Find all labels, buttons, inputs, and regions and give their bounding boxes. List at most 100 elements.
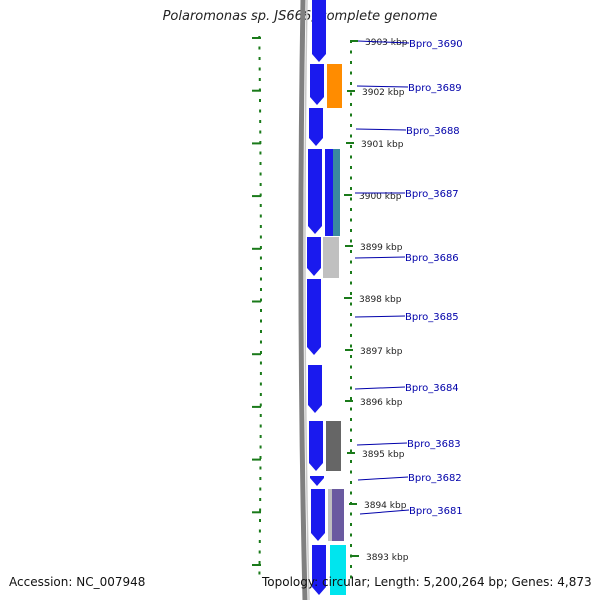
major-tick	[350, 40, 358, 42]
cog-block[interactable]	[327, 64, 342, 108]
minor-tick	[259, 487, 262, 491]
cog-block[interactable]	[323, 237, 339, 278]
minor-tick	[259, 288, 262, 291]
genome-summary: Topology: circular; Length: 5,200,264 bp…	[262, 575, 592, 589]
minor-tick	[350, 113, 352, 117]
gene-label[interactable]: Bpro_3684	[405, 383, 459, 394]
minor-tick	[259, 235, 262, 239]
gene-arrow[interactable]	[309, 421, 323, 471]
major-tick	[252, 458, 261, 461]
major-tick	[346, 142, 354, 144]
minor-tick	[259, 109, 262, 113]
minor-tick	[350, 397, 352, 400]
minor-tick	[350, 302, 352, 306]
major-tick	[252, 353, 261, 356]
minor-tick	[350, 470, 352, 474]
gene-arrow[interactable]	[308, 365, 322, 413]
minor-tick	[259, 172, 262, 176]
minor-tick	[259, 204, 262, 207]
major-tick	[345, 349, 353, 351]
minor-tick	[258, 67, 261, 71]
minor-tick	[259, 246, 262, 249]
minor-tick	[258, 46, 261, 50]
minor-tick	[350, 281, 352, 285]
gene-arrow[interactable]	[310, 476, 324, 486]
minor-tick	[350, 512, 352, 516]
cog-block[interactable]	[328, 489, 332, 541]
minor-tick	[350, 323, 352, 327]
minor-tick	[350, 386, 352, 390]
minor-tick	[350, 491, 352, 495]
minor-tick	[259, 256, 262, 260]
genome-backbone	[298, 0, 310, 600]
minor-tick	[259, 414, 262, 417]
minor-tick	[259, 361, 262, 365]
minor-tick	[259, 151, 262, 155]
minor-tick	[350, 229, 352, 232]
gene-label[interactable]: Bpro_3690	[409, 39, 463, 50]
minor-tick	[350, 176, 352, 180]
major-tick	[344, 297, 352, 299]
gene-arrow[interactable]	[308, 149, 322, 234]
major-tick	[252, 405, 261, 408]
major-tick	[252, 511, 261, 514]
minor-tick	[350, 544, 352, 547]
minor-tick	[350, 155, 352, 159]
minor-tick	[258, 57, 261, 60]
gene-label[interactable]: Bpro_3686	[405, 253, 459, 264]
gene-arrow[interactable]	[310, 64, 324, 105]
gene-label[interactable]: Bpro_3688	[406, 126, 460, 137]
minor-tick	[258, 571, 261, 575]
minor-tick	[260, 309, 262, 312]
scale-label: 3900 kbp	[359, 192, 402, 202]
minor-tick	[350, 82, 352, 85]
gene-arrow[interactable]	[307, 237, 321, 276]
major-tick	[345, 245, 353, 247]
minor-tick	[350, 271, 352, 274]
minor-tick	[259, 214, 262, 218]
minor-tick	[259, 424, 262, 428]
forward-strand-features	[307, 0, 326, 595]
minor-tick	[259, 120, 262, 123]
minor-tick	[259, 477, 262, 480]
gene-label[interactable]: Bpro_3687	[405, 189, 459, 200]
cog-block[interactable]	[333, 149, 340, 236]
cog-block[interactable]	[332, 489, 344, 541]
gene-arrow[interactable]	[312, 545, 326, 595]
gene-label[interactable]: Bpro_3685	[405, 312, 459, 323]
minor-tick	[350, 365, 352, 369]
minor-tick	[259, 456, 262, 459]
minor-tick	[350, 71, 352, 75]
gene-label[interactable]: Bpro_3681	[409, 506, 463, 517]
minor-tick	[259, 330, 262, 333]
major-tick	[252, 300, 261, 303]
cog-block[interactable]	[325, 149, 333, 236]
minor-tick	[350, 344, 352, 348]
gene-arrow[interactable]	[312, 0, 326, 62]
cog-category-features	[323, 64, 346, 595]
major-tick	[344, 194, 352, 196]
minor-tick	[350, 376, 352, 379]
cog-block[interactable]	[330, 545, 346, 595]
minor-tick	[259, 130, 262, 134]
minor-tick	[258, 540, 261, 543]
gene-label[interactable]: Bpro_3683	[407, 439, 461, 450]
minor-tick	[350, 449, 352, 453]
major-tick	[349, 503, 357, 505]
scale-label: 3893 kbp	[366, 553, 409, 563]
scale-label: 3894 kbp	[364, 501, 407, 511]
gene-label[interactable]: Bpro_3689	[408, 83, 462, 94]
minor-tick	[259, 519, 261, 522]
minor-tick	[350, 218, 352, 222]
gene-arrow[interactable]	[309, 108, 323, 146]
gene-label[interactable]: Bpro_3682	[408, 473, 462, 484]
minor-tick	[350, 313, 352, 316]
gene-arrow[interactable]	[307, 279, 321, 355]
minor-tick	[259, 435, 262, 438]
gene-arrow[interactable]	[311, 489, 325, 541]
minor-tick	[350, 523, 352, 526]
scale-label: 3897 kbp	[360, 347, 403, 357]
cog-block[interactable]	[326, 421, 341, 471]
map-title: Polaromonas sp. JS666, complete genome	[162, 9, 438, 24]
